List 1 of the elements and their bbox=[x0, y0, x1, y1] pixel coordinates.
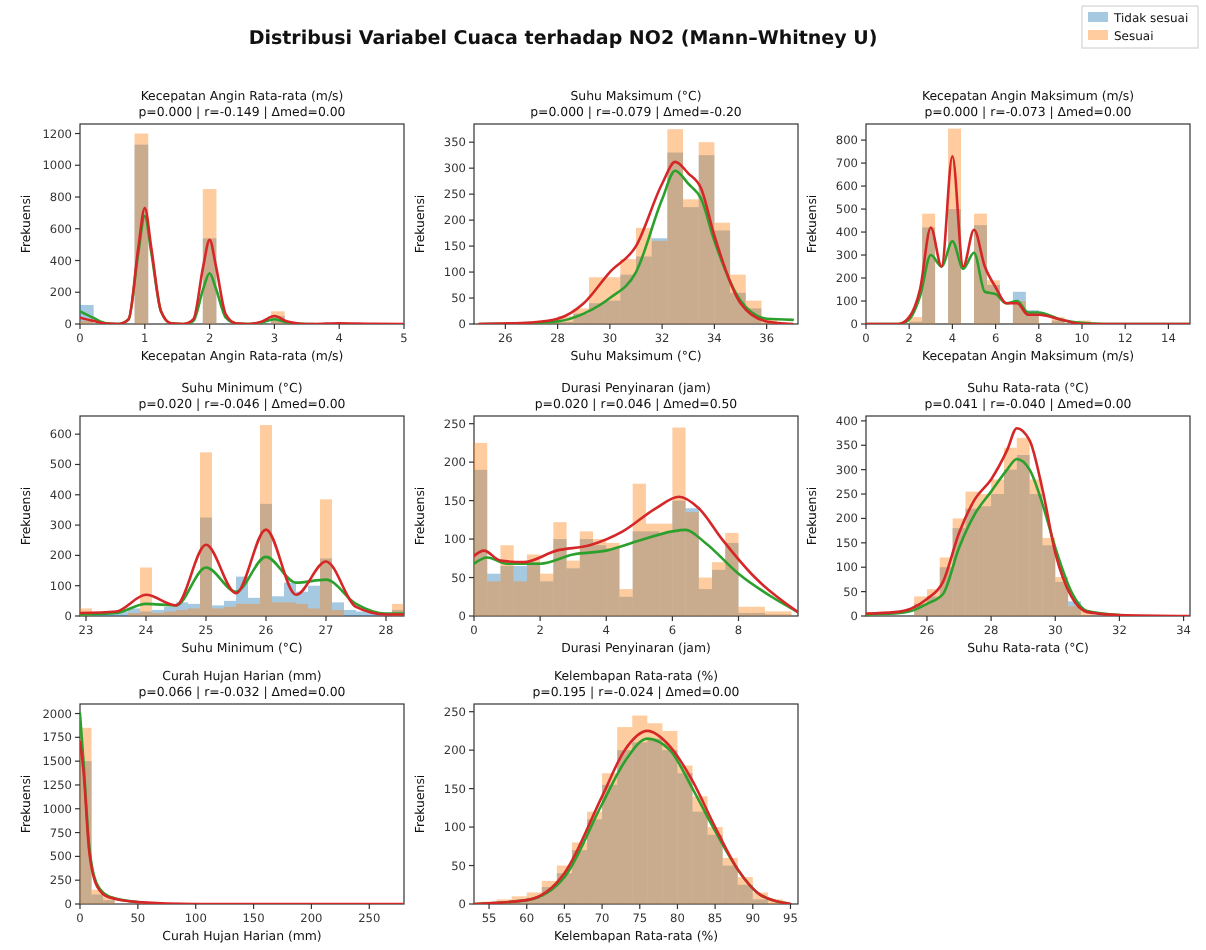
text: Distribusi Variabel Cuaca terhadap NO2 (Mann–Whitney U) bbox=[248, 28, 878, 50]
